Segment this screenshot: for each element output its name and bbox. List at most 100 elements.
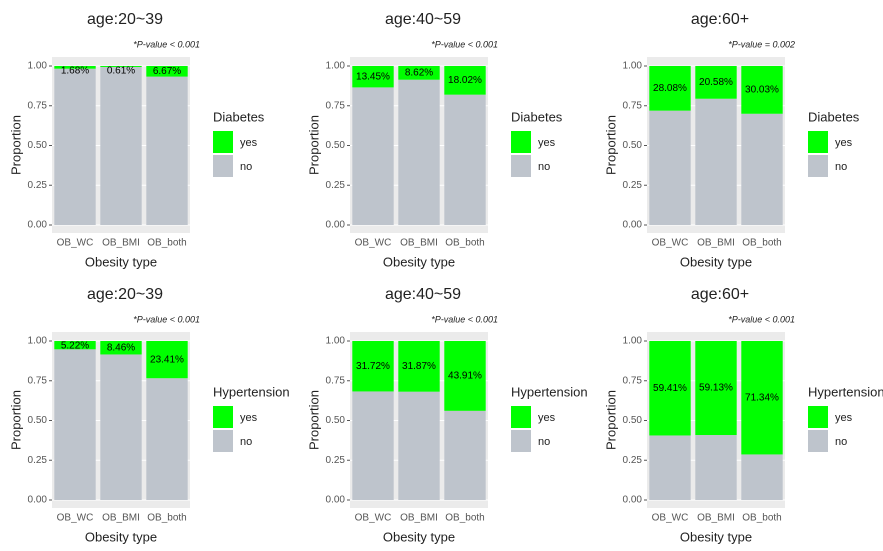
bar-segment (398, 66, 440, 80)
bar-segment (398, 79, 440, 225)
y-tick-label: 1.00 (28, 336, 48, 347)
legend-title: Hypertension (808, 384, 883, 399)
legend-key (213, 131, 233, 153)
subtitle: *P-value < 0.001 (431, 314, 498, 324)
chart-panel: age:40~59 *P-value < 0.001 0.00 0.25 0.50 0.7… (306, 286, 587, 544)
chart-title: age:60+ (691, 286, 749, 303)
data-label: 13.45% (356, 71, 390, 82)
data-label: 1.68% (61, 66, 89, 77)
bar-segment (741, 341, 783, 455)
x-tick-label: OB_both (147, 238, 186, 249)
y-axis-title: Proportion (8, 115, 23, 175)
legend-label: no (538, 161, 550, 173)
data-label: 5.22% (61, 341, 89, 352)
data-label: 20.58% (699, 77, 733, 88)
y-tick-label: 0.25 (623, 180, 643, 191)
legend-title: Hypertension (213, 384, 290, 399)
bar-segment (146, 76, 188, 225)
subtitle: *P-value < 0.001 (133, 314, 200, 324)
legend-key (808, 406, 828, 428)
legend-label: no (240, 436, 252, 448)
subtitle: *P-value < 0.001 (728, 314, 795, 324)
x-axis-title: Obesity type (383, 254, 455, 269)
legend-key (808, 131, 828, 153)
chart-panel: age:40~59 *P-value < 0.001 0.00 0.25 0.50 0.7… (306, 11, 562, 269)
y-tick-label: 0.00 (28, 495, 48, 506)
y-tick-label: 0.25 (326, 455, 346, 466)
y-tick-label: 0.75 (326, 100, 346, 111)
x-tick-label: OB_both (147, 513, 186, 524)
bar-segment (444, 410, 486, 500)
y-tick-label: 0.00 (28, 220, 48, 231)
data-label: 23.41% (150, 354, 184, 365)
legend-key (213, 430, 233, 452)
bar-segment (100, 341, 142, 355)
y-tick-label: 0.50 (28, 140, 48, 151)
x-tick-label: OB_BMI (697, 238, 735, 249)
x-tick-label: OB_WC (652, 513, 689, 524)
bar-segment (444, 66, 486, 95)
bar-segment (54, 341, 96, 350)
y-tick-label: 0.00 (623, 220, 643, 231)
y-tick-label: 0.75 (28, 100, 48, 111)
bar-segment (444, 94, 486, 226)
x-tick-label: OB_both (742, 513, 781, 524)
y-tick-label: 1.00 (623, 336, 643, 347)
data-label: 30.03% (745, 85, 779, 96)
legend-label: no (835, 436, 847, 448)
x-axis-title: Obesity type (85, 254, 157, 269)
bar-segment (695, 98, 737, 225)
y-axis-title: Proportion (306, 115, 321, 175)
legend-key (808, 155, 828, 177)
y-tick-label: 0.00 (326, 495, 346, 506)
legend-key (213, 406, 233, 428)
legend-label: yes (835, 412, 853, 424)
x-tick-label: OB_BMI (400, 238, 438, 249)
bar-segment (54, 349, 96, 500)
y-tick-label: 0.50 (623, 140, 643, 151)
subtitle: *P-value = 0.002 (728, 39, 795, 49)
legend-key (808, 430, 828, 452)
bar-segment (649, 341, 691, 436)
legend-title: Diabetes (808, 109, 860, 124)
y-tick-label: 0.50 (326, 140, 346, 151)
legend-key (511, 131, 531, 153)
y-tick-label: 0.50 (28, 415, 48, 426)
chart-title: age:20~39 (87, 11, 163, 28)
bar-segment (398, 391, 440, 500)
bar-segment (398, 341, 440, 392)
y-tick-label: 0.25 (326, 180, 346, 191)
y-tick-label: 0.00 (326, 220, 346, 231)
y-tick-label: 0.00 (623, 495, 643, 506)
x-tick-label: OB_WC (355, 238, 392, 249)
y-tick-label: 0.75 (28, 375, 48, 386)
bar-segment (695, 66, 737, 99)
bar-segment (352, 341, 394, 392)
chart-title: age:60+ (691, 11, 749, 28)
chart-title: age:40~59 (385, 11, 461, 28)
bar-segment (100, 66, 142, 67)
x-tick-label: OB_WC (652, 238, 689, 249)
bar-segment (741, 66, 783, 114)
data-label: 31.87% (402, 361, 436, 372)
x-tick-label: OB_WC (355, 513, 392, 524)
y-tick-label: 0.50 (326, 415, 346, 426)
bar-segment (741, 454, 783, 500)
chart-panel: age:60+ *P-value < 0.001 0.00 0.25 0.50 0.75 1… (603, 286, 883, 544)
x-tick-label: OB_WC (57, 513, 94, 524)
data-label: 0.61% (107, 66, 135, 77)
legend-label: yes (240, 137, 258, 149)
legend-label: yes (240, 412, 258, 424)
y-tick-label: 0.75 (623, 100, 643, 111)
data-label: 8.62% (405, 67, 433, 78)
y-tick-label: 0.75 (623, 375, 643, 386)
chart-panel: age:20~39 *P-value < 0.001 0.00 0.25 0.50 0.7… (8, 11, 264, 269)
bar-segment (695, 435, 737, 500)
x-tick-label: OB_WC (57, 238, 94, 249)
y-axis-title: Proportion (603, 390, 618, 450)
x-axis-title: Obesity type (680, 254, 752, 269)
data-label: 43.91% (448, 371, 482, 382)
y-tick-label: 1.00 (28, 61, 48, 72)
data-label: 71.34% (745, 392, 779, 403)
legend-key (511, 155, 531, 177)
